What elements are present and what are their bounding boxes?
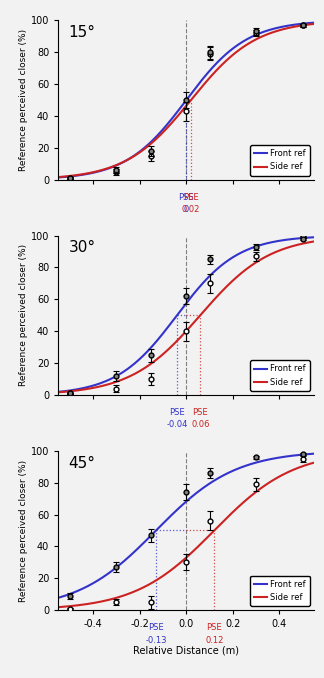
Legend: Front ref, Side ref: Front ref, Side ref bbox=[250, 360, 310, 391]
Text: 45°: 45° bbox=[69, 456, 96, 471]
Y-axis label: Reference perceived closer (%): Reference perceived closer (%) bbox=[19, 244, 28, 386]
Text: PSE: PSE bbox=[169, 407, 185, 417]
Text: 0.12: 0.12 bbox=[205, 636, 224, 645]
Text: 0.06: 0.06 bbox=[191, 420, 210, 429]
Text: 30°: 30° bbox=[69, 240, 96, 256]
Text: 15°: 15° bbox=[69, 25, 96, 40]
Y-axis label: Reference perceived closer (%): Reference perceived closer (%) bbox=[19, 460, 28, 601]
Text: PSE: PSE bbox=[192, 407, 208, 417]
Legend: Front ref, Side ref: Front ref, Side ref bbox=[250, 145, 310, 176]
X-axis label: Relative Distance (m): Relative Distance (m) bbox=[133, 646, 239, 656]
Text: -0.13: -0.13 bbox=[145, 636, 167, 645]
Text: 0: 0 bbox=[184, 205, 189, 214]
Y-axis label: Reference perceived closer (%): Reference perceived closer (%) bbox=[19, 29, 28, 171]
Text: PSE: PSE bbox=[179, 193, 194, 201]
Text: PSE: PSE bbox=[183, 193, 199, 201]
Text: PSE: PSE bbox=[206, 623, 222, 632]
Text: 0.02: 0.02 bbox=[182, 205, 200, 214]
Legend: Front ref, Side ref: Front ref, Side ref bbox=[250, 576, 310, 606]
Text: -0.04: -0.04 bbox=[166, 420, 188, 429]
Text: PSE: PSE bbox=[148, 623, 164, 632]
